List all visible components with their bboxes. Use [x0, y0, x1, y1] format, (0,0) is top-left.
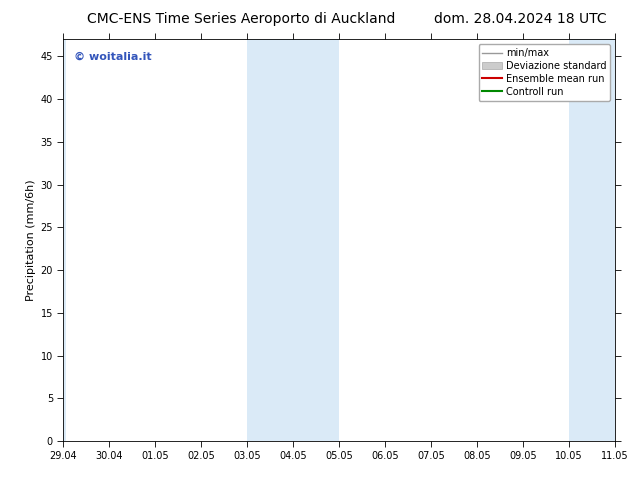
Text: CMC-ENS Time Series Aeroporto di Auckland: CMC-ENS Time Series Aeroporto di Aucklan…: [87, 12, 395, 26]
Bar: [247, 39, 293, 441]
Text: © woitalia.it: © woitalia.it: [74, 51, 152, 61]
Y-axis label: Precipitation (mm/6h): Precipitation (mm/6h): [27, 179, 36, 301]
Bar: [569, 39, 618, 441]
Legend: min/max, Deviazione standard, Ensemble mean run, Controll run: min/max, Deviazione standard, Ensemble m…: [479, 44, 610, 100]
Bar: [293, 39, 339, 441]
Bar: [61, 39, 66, 441]
Text: dom. 28.04.2024 18 UTC: dom. 28.04.2024 18 UTC: [434, 12, 606, 26]
